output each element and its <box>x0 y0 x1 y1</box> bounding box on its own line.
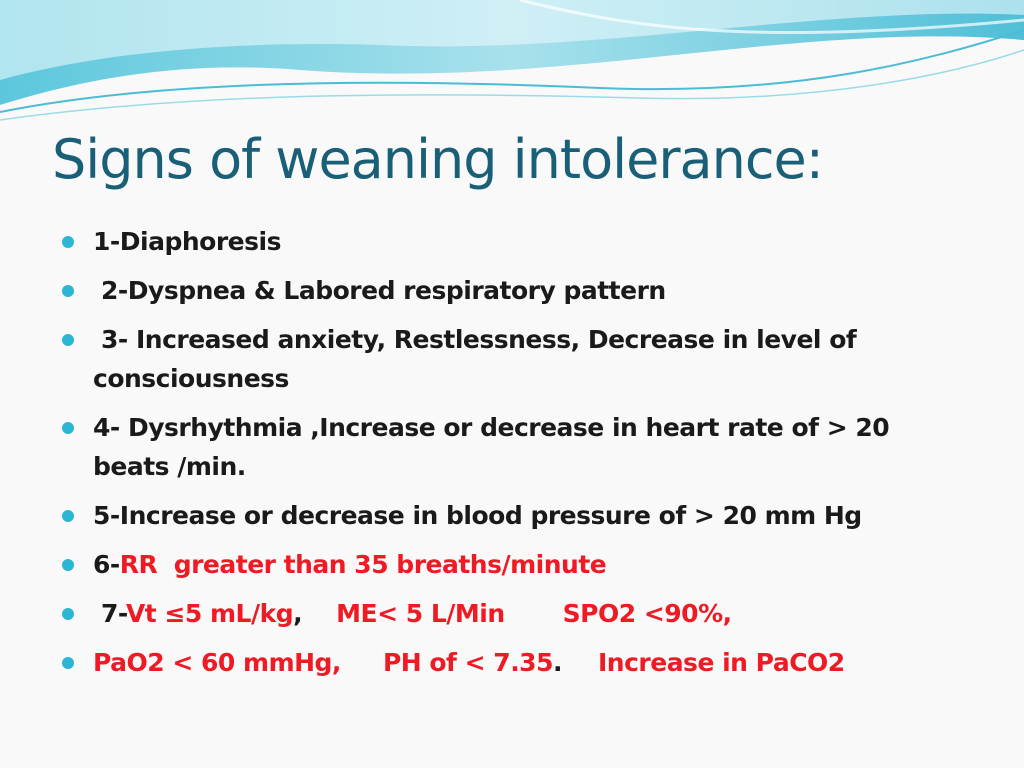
bullet-text: 1-Diaphoresis <box>93 227 281 256</box>
header-wave-decoration <box>0 0 1024 121</box>
bullet-dot-icon <box>62 559 74 571</box>
bullet-dot-icon <box>62 657 74 669</box>
ph-criterion: PH of < 7.35 <box>382 648 554 677</box>
me-criterion: ME< 5 L/Min <box>336 599 505 628</box>
bullet-dot-icon <box>62 334 74 346</box>
bullet-item-7: 7-Vt ≤5 mL/kg, ME< 5 L/Min SPO2 <90%, <box>62 594 962 633</box>
bullet-dot-icon <box>62 608 74 620</box>
separator-period: . <box>552 648 563 677</box>
rr-criterion: RR greater than 35 breaths/minute <box>119 550 607 579</box>
bullet-text: 3- Increased anxiety, Restlessness, Decr… <box>93 325 857 393</box>
bullet-item-8: PaO2 < 60 mmHg, PH of < 7.35. Increase in … <box>62 643 962 682</box>
bullet-text: 4- Dysrhythmia ,Increase or decrease in … <box>93 413 890 481</box>
pao2-criterion: PaO2 < 60 mmHg, <box>93 648 341 677</box>
bullet-dot-icon <box>62 510 74 522</box>
bullet-prefix: 6- <box>93 550 120 579</box>
bullet-prefix: 7- <box>101 599 126 628</box>
bullet-item-1: 1-Diaphoresis <box>62 222 962 261</box>
bullet-text: 5-Increase or decrease in blood pressure… <box>93 501 862 530</box>
bullet-dot-icon <box>62 285 74 297</box>
vt-criterion: Vt ≤5 mL/kg <box>125 599 294 628</box>
slide-title: Signs of weaning intolerance: <box>52 128 824 191</box>
bullet-item-2: 2-Dyspnea & Labored respiratory pattern <box>62 271 962 310</box>
bullet-list: 1-Diaphoresis 2-Dyspnea & Labored respir… <box>62 222 962 692</box>
bullet-item-3: 3- Increased anxiety, Restlessness, Decr… <box>62 320 962 398</box>
bullet-dot-icon <box>62 422 74 434</box>
bullet-text: 2-Dyspnea & Labored respiratory pattern <box>101 276 666 305</box>
separator-comma: , <box>293 599 303 628</box>
paco2-criterion: Increase in PaCO2 <box>597 648 845 677</box>
bullet-item-5: 5-Increase or decrease in blood pressure… <box>62 496 962 535</box>
bullet-item-6: 6-RR greater than 35 breaths/minute <box>62 545 962 584</box>
bullet-item-4: 4- Dysrhythmia ,Increase or decrease in … <box>62 408 962 486</box>
spo2-criterion: SPO2 <90%, <box>562 599 732 628</box>
bullet-dot-icon <box>62 236 74 248</box>
